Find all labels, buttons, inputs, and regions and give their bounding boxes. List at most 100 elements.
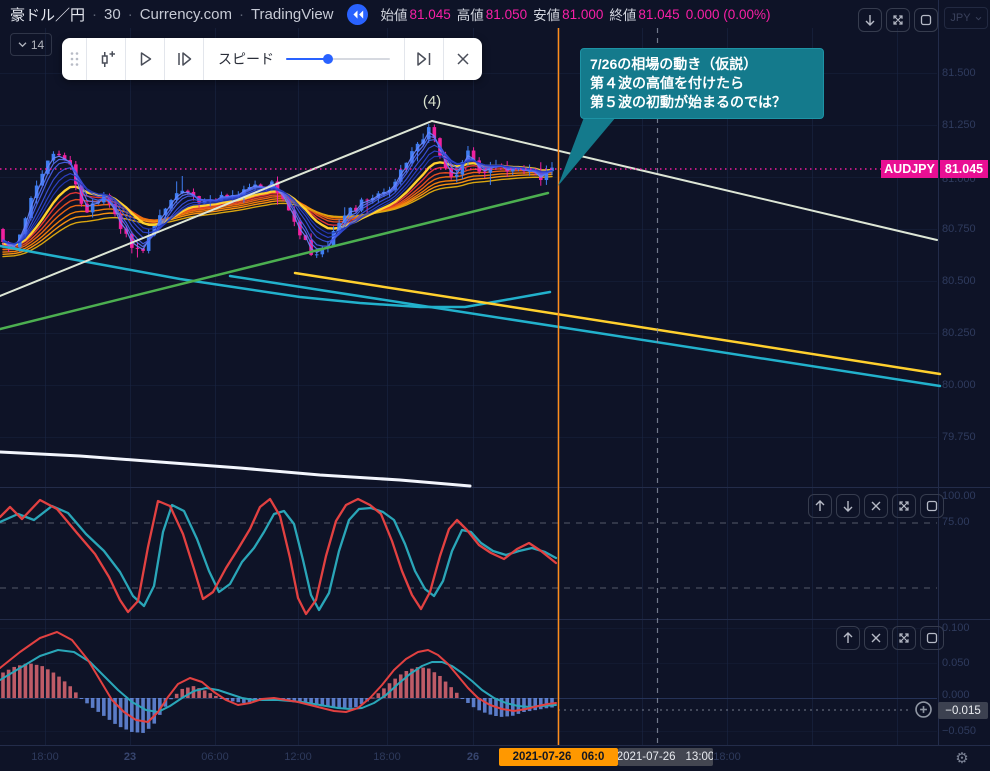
candle[interactable] (180, 190, 185, 194)
step-forward-icon (178, 52, 192, 66)
ohlc-value: 81.000 (562, 6, 604, 22)
candle[interactable] (365, 199, 369, 201)
macd-axis-label: 0.050 (942, 657, 970, 669)
change-value: 0.000 (0.00%) (685, 6, 771, 22)
macd-histogram-bar (113, 698, 117, 724)
candle[interactable] (1, 229, 5, 243)
candle[interactable] (488, 167, 493, 173)
pane-detach-button[interactable] (920, 494, 944, 518)
arrow-up-icon (843, 632, 853, 643)
speed-slider[interactable] (286, 52, 390, 66)
time-axis-label: 26 (466, 751, 480, 763)
macd-histogram-bar (499, 698, 504, 717)
candle[interactable] (225, 194, 229, 197)
pane-move-up-button[interactable] (808, 494, 832, 518)
close-replay-button[interactable] (444, 38, 482, 80)
macd-histogram-bar (158, 698, 162, 715)
candle[interactable] (544, 171, 549, 181)
overlay-curves (0, 244, 552, 488)
candle[interactable] (454, 174, 459, 177)
currency-unit-button[interactable]: JPY (944, 7, 988, 29)
separator-dot: · (127, 5, 133, 23)
macd-histogram-bar (359, 698, 364, 705)
candle[interactable] (449, 168, 453, 177)
macd-histogram-bar (102, 698, 106, 716)
pane-move-up-button[interactable] (836, 626, 860, 650)
candle[interactable] (62, 155, 67, 161)
candle[interactable] (135, 247, 140, 249)
macd-histogram-bar (236, 698, 241, 703)
macd-histogram-bar (443, 681, 448, 698)
pane-close-button[interactable] (864, 494, 888, 518)
candle[interactable] (314, 254, 319, 256)
interval-label[interactable]: 30 (104, 5, 121, 23)
candle[interactable] (482, 171, 487, 173)
plus-circle-icon (915, 701, 932, 718)
time-axis-settings-button[interactable]: ⚙ (955, 750, 969, 767)
fullscreen-button[interactable] (914, 8, 938, 32)
candle[interactable] (432, 127, 437, 139)
play-button[interactable] (126, 38, 165, 80)
candle[interactable] (527, 170, 532, 172)
replay-time: 06:0 (581, 751, 605, 763)
crosshair-time-badge: 2021-07-26 13:00 (618, 748, 713, 766)
select-bar-button[interactable] (87, 38, 126, 80)
candle[interactable] (275, 181, 280, 194)
candle[interactable] (354, 207, 358, 211)
macd-histogram-bar (370, 697, 375, 699)
scroll-to-recent-bar-button[interactable] (858, 8, 882, 32)
arrow-down-icon (865, 15, 875, 26)
candle[interactable] (359, 199, 364, 211)
step-forward-button[interactable] (165, 38, 204, 80)
drag-handle[interactable] (62, 38, 87, 80)
macd-histogram-bar (538, 698, 543, 710)
candle[interactable] (57, 153, 61, 156)
pane-detach-button[interactable] (920, 626, 944, 650)
candle[interactable] (258, 184, 263, 187)
symbol-title[interactable]: 豪ドル／円 (10, 6, 86, 24)
pane-maximize-button[interactable] (892, 626, 916, 650)
candle[interactable] (460, 162, 465, 175)
chevron-down-icon (18, 42, 27, 48)
macd-histogram-bar (197, 688, 201, 698)
candle[interactable] (471, 150, 476, 161)
macd-pane (0, 631, 908, 733)
jump-to-end-button[interactable] (405, 38, 444, 80)
drawn-trendlines[interactable] (0, 120, 942, 388)
macd-histogram-bar (460, 698, 465, 699)
macd-histogram-bar (337, 698, 341, 709)
candle[interactable] (51, 153, 56, 161)
candle[interactable] (146, 235, 151, 251)
elliott-wave-label[interactable]: (4) (422, 93, 442, 110)
square-icon (926, 500, 938, 512)
maximize-chart-button[interactable] (886, 8, 910, 32)
macd-histogram-bar (219, 698, 224, 699)
macd-histogram-bar (208, 693, 213, 698)
pane-maximize-button[interactable] (892, 494, 916, 518)
candle[interactable] (191, 191, 196, 197)
candle[interactable] (107, 194, 112, 204)
add-alert-button[interactable] (912, 698, 935, 721)
slider-thumb[interactable] (322, 54, 333, 64)
indicators-collapse-button[interactable]: 14 (10, 33, 52, 56)
candle[interactable] (85, 203, 89, 213)
time-axis-label: 18:00 (31, 751, 59, 763)
pane-close-button[interactable] (864, 626, 888, 650)
callout-line: 第４波の高値を付けたら (590, 74, 744, 91)
exchange-label: Currency.com (139, 5, 232, 23)
candle[interactable] (90, 203, 95, 213)
annotation-callout[interactable]: 7/26の相場の動き（仮説） 第４波の高値を付けたら 第５波の初動が始まるのでは… (580, 48, 824, 119)
candle[interactable] (320, 247, 325, 255)
yellow-ray (293, 271, 942, 376)
ohlc-label: 安値 (533, 8, 561, 23)
candle[interactable] (510, 169, 515, 172)
fast-rewind-icon[interactable] (346, 3, 368, 25)
candle[interactable] (393, 181, 397, 190)
macd-pane-buttons (836, 626, 944, 650)
pane-move-down-button[interactable] (836, 494, 860, 518)
separator-dot: · (238, 5, 244, 23)
stoch-axis-label: 75.00 (942, 516, 970, 528)
macd-histogram-bar (404, 671, 409, 698)
candle[interactable] (186, 190, 190, 192)
